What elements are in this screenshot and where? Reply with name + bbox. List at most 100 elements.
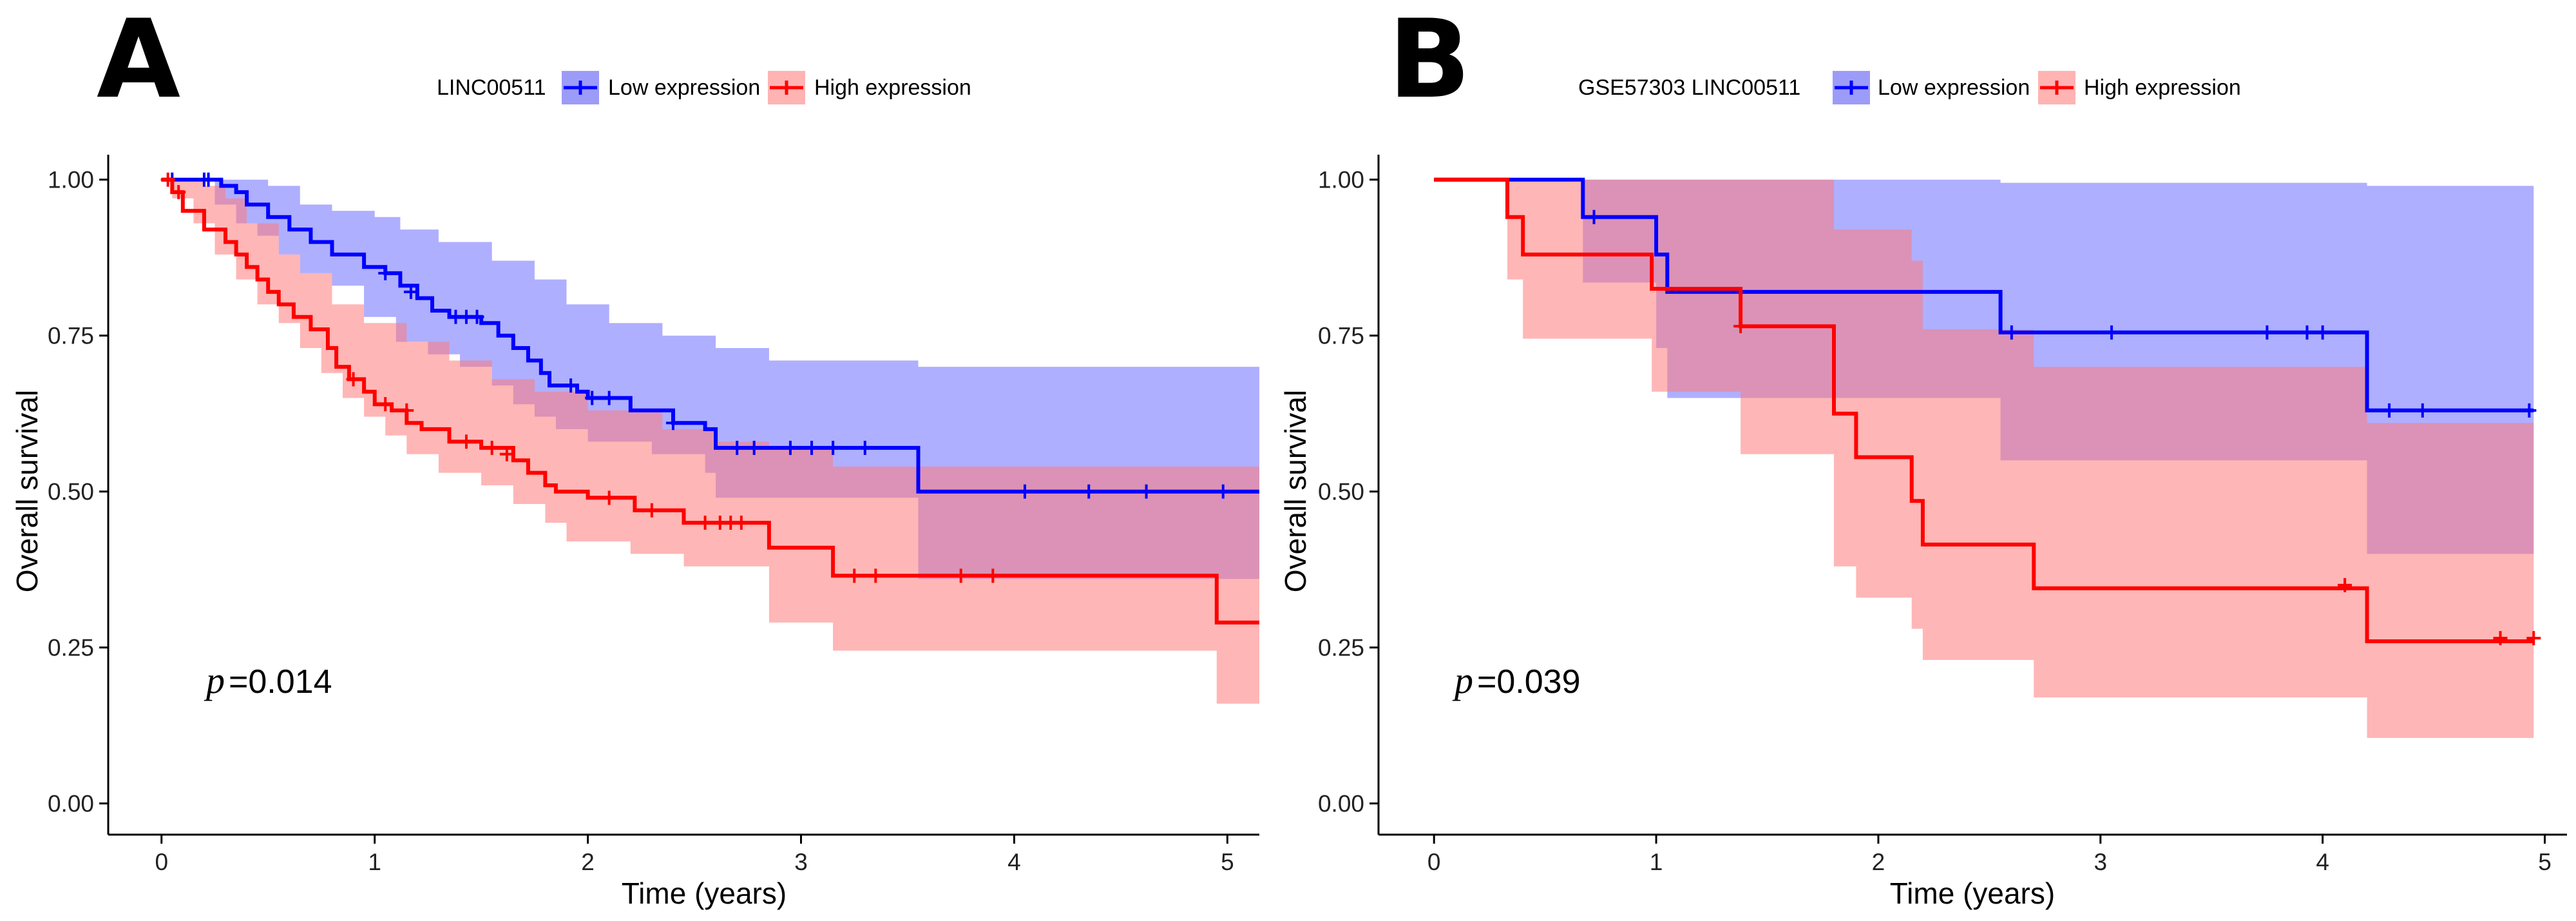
panel-b-y-tick-label: 0.25 <box>1318 635 1364 661</box>
panel-a-high-censor-mark <box>459 434 473 449</box>
panel-a-low-censor-mark <box>403 284 418 299</box>
panel-b-p-number: =0.039 <box>1477 663 1581 701</box>
panel-b-x-tick-label: 1 <box>1650 849 1663 875</box>
panel-a-legend-high-label: High expression <box>814 75 971 100</box>
panel-a-axes: 0 1 2 3 4 5 0.00 0.25 0.50 0.75 1.00 <box>48 155 1259 875</box>
panel-a-low-censor-mark <box>585 391 600 405</box>
panel-a-low-censor-mark <box>602 391 616 405</box>
panel-b-high-censor-mark <box>2338 577 2352 592</box>
panel-a-x-tick-label: 0 <box>155 849 168 875</box>
panel-b-high-censor-mark <box>2493 631 2508 646</box>
panel-a-y-tick-label: 0.75 <box>48 323 94 349</box>
panel-b-legend-title: GSE57303 LINC00511 <box>1578 75 1800 100</box>
panel-a-low-censor-mark <box>665 416 680 431</box>
panel-a-high-censor-mark <box>868 568 883 583</box>
panel-a-high-censor-mark <box>734 516 749 530</box>
panel-b-y-tick-label: 0.50 <box>1318 479 1364 505</box>
panel-a-high-censor-mark <box>953 568 968 583</box>
panel-a-low-censor-mark <box>1216 484 1230 499</box>
panel-a-low-censor-mark <box>378 266 393 280</box>
panel-a-p-symbol: p <box>204 659 225 701</box>
panel-b-x-tick-label: 5 <box>2538 849 2552 875</box>
panel-b-low-censor-mark <box>2415 403 2430 418</box>
panel-a-x-tick-label: 1 <box>368 849 381 875</box>
panel-a-y-axis-title: Overall survival <box>10 390 44 592</box>
panel-b-low-censor-mark <box>2382 403 2397 418</box>
panel-b-p-symbol: p <box>1452 659 1473 701</box>
panel-a-high-censor-mark <box>986 568 1000 583</box>
panel-b-x-axis-title: Time (years) <box>1890 877 2055 910</box>
panel-a-p-value: p =0.014 <box>204 659 332 701</box>
panel-a-plot-area <box>160 172 1260 704</box>
panel-a-high-censor-mark <box>378 397 393 412</box>
panel-b-y-tick-label: 1.00 <box>1318 167 1364 193</box>
panel-a-high-censor-mark <box>644 503 659 518</box>
panel-a-high-censor-mark <box>399 403 414 418</box>
panel-b-high-censor-mark <box>1733 319 1748 334</box>
panel-b-high-censor-mark <box>2526 631 2541 646</box>
panel-a-high-censor-mark <box>171 185 186 200</box>
panel-a-x-tick-label: 2 <box>581 849 595 875</box>
panel-b: B GSE57303 LINC00511 Low expression High… <box>1279 0 2567 910</box>
panel-a-low-censor-mark <box>201 172 216 187</box>
panel-a-low-censor-mark <box>857 440 872 455</box>
panel-a-low-censor-mark <box>1017 484 1032 499</box>
panel-a-x-tick-label: 4 <box>1007 849 1021 875</box>
panel-b-low-censor-mark <box>2004 325 2019 340</box>
panel-b-x-tick-label: 3 <box>2094 849 2108 875</box>
panel-b-low-censor-mark <box>2260 325 2275 340</box>
panel-a-low-censor-mark <box>470 309 484 324</box>
panel-b-letter: B <box>1388 0 1471 122</box>
panel-a-low-censor-mark <box>1139 484 1154 499</box>
panel-a-legend-title: LINC00511 <box>437 75 546 100</box>
panel-b-low-survival-line <box>1434 177 2534 412</box>
panel-b-high-survival-line <box>1434 177 2534 643</box>
panel-a-high-confidence-band <box>161 179 1260 704</box>
panel-b-high-confidence-band <box>1434 179 2534 738</box>
panel-b-y-tick-label: 0.75 <box>1318 323 1364 349</box>
panel-b-x-tick-label: 4 <box>2316 849 2329 875</box>
panel-b-low-censor-mark <box>2315 325 2330 340</box>
panel-a-y-tick-label: 1.00 <box>48 167 94 193</box>
panel-b-legend-low-label: Low expression <box>1878 75 2030 100</box>
panel-b-legend: GSE57303 LINC00511 Low expression High e… <box>1578 71 2241 104</box>
panel-a-low-censor-mark <box>783 440 797 455</box>
panel-b-y-axis-title: Overall survival <box>1279 390 1312 592</box>
panel-a-high-censor-mark <box>698 516 712 530</box>
panel-a-legend: LINC00511 Low expression High expression <box>437 71 971 104</box>
panel-a-y-tick-label: 0.50 <box>48 479 94 505</box>
panel-b-axes: 0 1 2 3 4 5 0.00 0.25 0.50 0.75 1.00 <box>1318 155 2567 875</box>
panel-b-plot-area <box>1434 177 2541 738</box>
panel-b-low-censor-mark <box>2104 325 2119 340</box>
panel-a-y-tick-label: 0.00 <box>48 791 94 817</box>
panel-a-low-censor-mark <box>826 440 841 455</box>
panel-a-letter: A <box>97 0 180 122</box>
panel-a-high-censor-mark <box>484 440 499 455</box>
panel-a-high-censor-mark <box>160 172 175 187</box>
panel-a-low-censor-mark <box>730 440 745 455</box>
panel-b-low-censor-mark <box>2522 403 2537 418</box>
panel-a-high-censor-mark <box>847 568 862 583</box>
panel-b-low-censor-mark <box>1587 209 1601 224</box>
panel-b-p-value: p =0.039 <box>1452 659 1581 701</box>
panel-a-high-censor-mark <box>602 490 616 505</box>
panel-a-p-number: =0.014 <box>229 663 332 701</box>
panel-a-x-axis-title: Time (years) <box>622 877 787 910</box>
panel-a-y-tick-label: 0.25 <box>48 635 94 661</box>
panel-a-low-censor-mark <box>564 378 578 393</box>
panel-b-y-tick-label: 0.00 <box>1318 791 1364 817</box>
panel-a-high-censor-mark <box>499 447 514 461</box>
panel-b-legend-high-label: High expression <box>2084 75 2241 100</box>
panel-a: A LINC00511 Low expression High expressi… <box>10 0 1260 910</box>
panel-a-high-censor-mark <box>346 372 361 387</box>
panel-a-low-censor-mark <box>747 440 761 455</box>
panel-a-low-censor-mark <box>805 440 819 455</box>
panel-b-x-tick-label: 2 <box>1872 849 1885 875</box>
panel-a-legend-low-label: Low expression <box>608 75 760 100</box>
panel-b-x-tick-label: 0 <box>1427 849 1441 875</box>
panel-a-x-tick-label: 3 <box>794 849 808 875</box>
panel-a-low-censor-mark <box>1082 484 1096 499</box>
panel-a-x-tick-label: 5 <box>1221 849 1234 875</box>
panel-b-low-censor-mark <box>2300 325 2314 340</box>
